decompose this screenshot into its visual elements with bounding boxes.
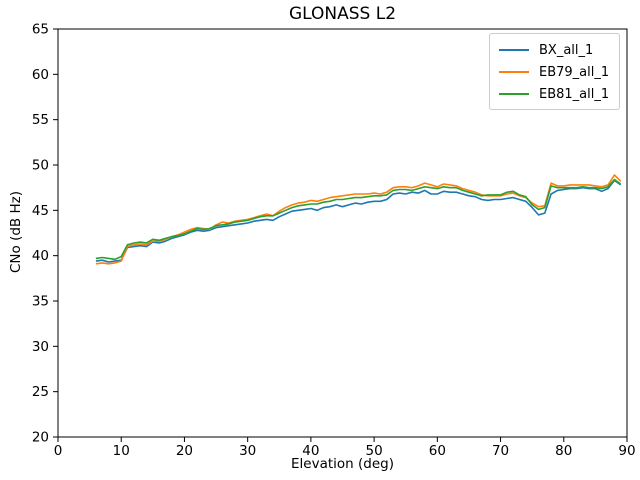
y-tick-label: 45 [32, 203, 49, 219]
y-tick-label: 25 [32, 384, 49, 400]
y-tick-label: 55 [32, 112, 49, 128]
y-tick-label: 65 [32, 22, 49, 38]
series-BX_all_1 [95, 179, 622, 263]
y-tick-label: 50 [32, 158, 49, 174]
x-tick-label: 40 [302, 443, 319, 459]
legend-entry: EB79_all_1 [490, 61, 619, 83]
x-tick-label: 10 [113, 443, 130, 459]
legend-line-swatch [499, 48, 529, 52]
x-axis-label: Elevation (deg) [291, 456, 394, 472]
x-tick-label: 30 [239, 443, 256, 459]
series-EB81_all_1 [95, 178, 622, 261]
y-tick-label: 30 [32, 339, 49, 355]
legend-line-swatch [499, 92, 529, 96]
y-tick-label: 40 [32, 248, 49, 264]
series-EB79_all_1 [95, 174, 622, 265]
legend-line-swatch [499, 70, 529, 74]
legend: BX_all_1 EB79_all_1 EB81_all_1 [489, 33, 620, 110]
x-tick-label: 60 [429, 443, 446, 459]
x-tick-label: 20 [176, 443, 193, 459]
legend-entry: EB81_all_1 [490, 83, 619, 105]
x-tick-label: 90 [618, 443, 635, 459]
x-tick-label: 0 [54, 443, 63, 459]
plot-spines [57, 28, 628, 438]
chart-title: GLONASS L2 [288, 4, 397, 24]
x-tick-label: 50 [366, 443, 383, 459]
x-tick-label: 70 [492, 443, 509, 459]
y-axis-label: CNo (dB Hz) [8, 191, 24, 273]
y-tick-label: 60 [32, 67, 49, 83]
legend-entry: BX_all_1 [490, 39, 619, 61]
legend-label: EB79_all_1 [539, 64, 610, 80]
legend-label: EB81_all_1 [539, 86, 610, 102]
legend-label: BX_all_1 [539, 42, 594, 58]
y-tick-label: 20 [32, 430, 49, 446]
x-tick-label: 80 [555, 443, 572, 459]
y-tick-label: 35 [32, 294, 49, 310]
